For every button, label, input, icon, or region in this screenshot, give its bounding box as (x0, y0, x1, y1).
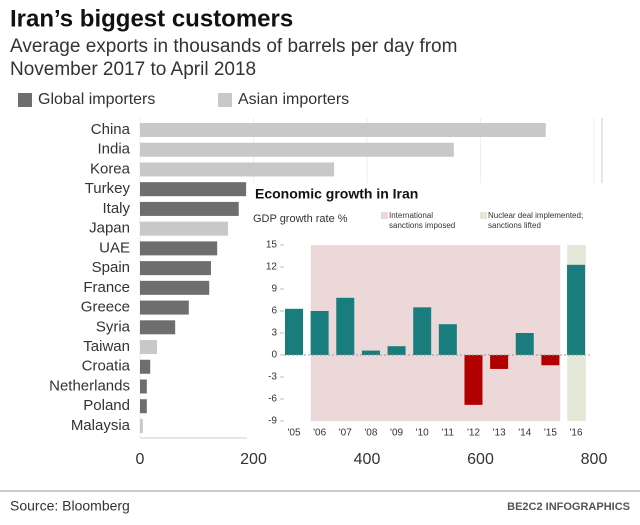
y-tick-label: Taiwan (83, 338, 130, 355)
y-tick-label: France (83, 279, 130, 296)
legend-label: sanctions imposed (389, 221, 455, 230)
x-tick-label: '13 (493, 428, 506, 439)
bar (140, 221, 228, 236)
bar (285, 308, 303, 355)
bar (140, 201, 239, 216)
bar (140, 359, 151, 374)
bar (438, 324, 457, 355)
legend-swatch (480, 212, 487, 219)
y-tick-label: 0 (271, 350, 277, 361)
source: Source: Bloomberg (10, 498, 130, 514)
y-tick-label: 9 (271, 284, 277, 295)
bar (361, 350, 380, 355)
x-tick-label: '06 (313, 428, 326, 439)
y-tick-label: Poland (83, 397, 130, 414)
bar (541, 355, 560, 366)
legend-swatch (18, 93, 32, 107)
x-tick-label: 600 (467, 451, 494, 468)
legend-label: sanctions lifted (488, 221, 541, 230)
y-tick-label: Spain (92, 259, 130, 276)
bar (140, 320, 176, 335)
legend-label: Nuclear deal implemented; (488, 211, 583, 220)
bar (336, 297, 355, 355)
y-tick-label: Turkey (85, 180, 131, 197)
x-tick-label: 0 (136, 451, 145, 468)
y-tick-label: 3 (271, 328, 277, 339)
y-tick-label: Italy (102, 200, 130, 217)
bar (464, 355, 483, 405)
bar (567, 264, 586, 355)
y-tick-label: Korea (90, 160, 131, 177)
bar (140, 142, 454, 157)
y-tick-label: UAE (99, 239, 130, 256)
bar (140, 162, 335, 177)
chart-subtitle: November 2017 to April 2018 (10, 59, 256, 80)
x-tick-label: 400 (354, 451, 381, 468)
x-tick-label: '16 (570, 428, 583, 439)
bar (140, 241, 218, 256)
x-tick-label: '08 (364, 428, 377, 439)
x-tick-label: 200 (240, 451, 267, 468)
bar (140, 399, 147, 414)
legend-swatch (218, 93, 232, 107)
y-tick-label: 6 (271, 306, 277, 317)
chart-title: Iran’s biggest customers (10, 5, 293, 32)
x-tick-label: '14 (518, 428, 531, 439)
bar (413, 307, 432, 355)
x-tick-label: '11 (442, 428, 455, 439)
legend-label: International (389, 211, 433, 220)
y-tick-label: Japan (89, 220, 130, 237)
y-tick-label: Greece (81, 299, 130, 316)
x-tick-label: '10 (416, 428, 429, 439)
y-tick-label: Croatia (82, 358, 131, 375)
y-axis-label: GDP growth rate % (253, 213, 348, 225)
credit: BE2C2 INFOGRAPHICS (507, 501, 630, 513)
y-tick-label: 12 (266, 262, 278, 273)
bar (140, 261, 211, 276)
y-tick-label: Syria (96, 318, 131, 335)
legend-label: Asian importers (238, 91, 349, 108)
x-tick-label: '15 (544, 428, 557, 439)
legend-swatch (381, 212, 388, 219)
y-tick-label: India (97, 141, 130, 158)
y-tick-label: China (91, 121, 131, 138)
y-tick-label: -9 (268, 416, 277, 427)
bar (140, 418, 143, 433)
bar (140, 123, 546, 137)
chart-subtitle: Average exports in thousands of barrels … (10, 36, 457, 57)
inset-title: Economic growth in Iran (255, 186, 418, 202)
bar (140, 280, 210, 295)
x-tick-label: '12 (467, 428, 480, 439)
legend-label: Global importers (38, 91, 155, 108)
y-tick-label: 15 (266, 240, 278, 251)
bar (387, 346, 406, 355)
x-tick-label: '05 (287, 428, 300, 439)
bar (490, 355, 509, 369)
x-tick-label: '07 (339, 428, 352, 439)
bar (140, 182, 247, 197)
y-tick-label: Malaysia (71, 417, 131, 434)
bar (515, 333, 534, 355)
y-tick-label: Netherlands (49, 377, 130, 394)
bar (310, 311, 329, 355)
x-tick-label: '09 (390, 428, 403, 439)
y-tick-label: -6 (268, 394, 277, 405)
bar (140, 300, 189, 315)
bar (140, 340, 158, 355)
bar (140, 379, 147, 394)
y-tick-label: -3 (268, 372, 277, 383)
x-tick-label: 800 (581, 451, 608, 468)
